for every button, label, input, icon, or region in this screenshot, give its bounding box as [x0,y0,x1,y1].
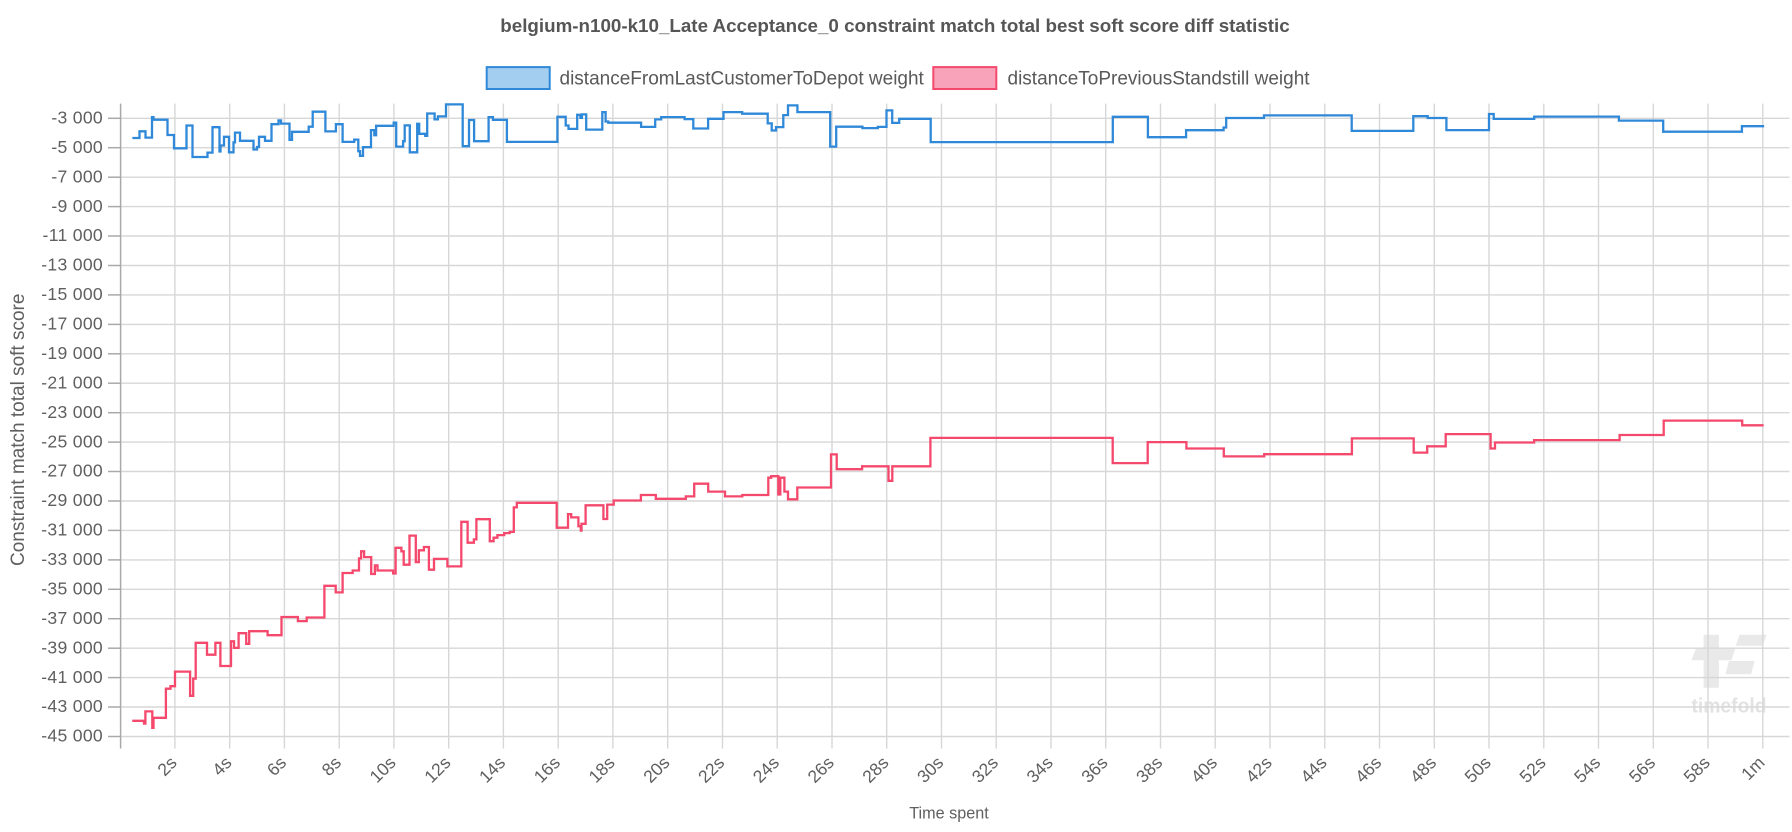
svg-text:-13 000: -13 000 [41,255,103,275]
svg-text:-21 000: -21 000 [41,372,103,392]
svg-text:-17 000: -17 000 [41,314,103,334]
svg-text:-5 000: -5 000 [51,137,103,157]
svg-text:-11 000: -11 000 [43,225,103,245]
svg-text:-19 000: -19 000 [41,343,103,363]
svg-text:-39 000: -39 000 [41,637,103,657]
svg-text:-31 000: -31 000 [41,520,103,540]
svg-text:-3 000: -3 000 [51,108,103,128]
svg-text:-45 000: -45 000 [41,726,103,746]
svg-text:Time spent: Time spent [909,805,989,823]
svg-text:Constraint match total soft sc: Constraint match total soft score [8,294,29,566]
svg-text:-15 000: -15 000 [41,284,103,304]
svg-text:-25 000: -25 000 [41,431,103,451]
svg-text:-35 000: -35 000 [41,579,103,599]
svg-text:-7 000: -7 000 [51,166,103,186]
svg-text:belgium-n100-k10_Late Acceptan: belgium-n100-k10_Late Acceptance_0 const… [500,15,1289,36]
svg-text:-41 000: -41 000 [41,667,103,687]
svg-text:-27 000: -27 000 [41,461,103,481]
svg-text:-33 000: -33 000 [41,549,103,569]
svg-text:-43 000: -43 000 [41,696,103,716]
svg-text:distanceFromLastCustomerToDepo: distanceFromLastCustomerToDepot weight [560,69,925,90]
svg-text:-29 000: -29 000 [41,490,103,510]
svg-text:distanceToPreviousStandstill w: distanceToPreviousStandstill weight [1008,69,1311,90]
svg-text:-23 000: -23 000 [41,402,103,422]
svg-text:-37 000: -37 000 [41,608,103,628]
svg-text:-9 000: -9 000 [51,196,103,216]
